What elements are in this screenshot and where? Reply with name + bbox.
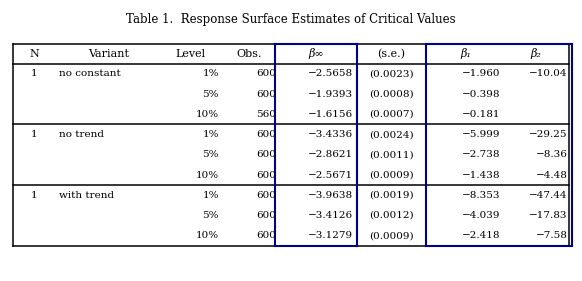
Text: 1: 1: [31, 191, 38, 200]
Text: 1: 1: [31, 69, 38, 78]
Text: 600: 600: [256, 130, 276, 139]
Text: 10%: 10%: [196, 231, 219, 240]
Text: 560: 560: [256, 110, 276, 119]
Text: 5%: 5%: [203, 211, 219, 220]
Text: no trend: no trend: [59, 130, 104, 139]
Text: −47.44: −47.44: [529, 191, 567, 200]
Text: 1: 1: [31, 130, 38, 139]
Text: −1.438: −1.438: [462, 171, 501, 180]
Text: −2.5658: −2.5658: [308, 69, 353, 78]
Text: −1.9393: −1.9393: [308, 90, 353, 99]
Text: 600: 600: [256, 150, 276, 159]
Text: −4.039: −4.039: [462, 211, 501, 220]
Text: −3.9638: −3.9638: [308, 191, 353, 200]
Text: −5.999: −5.999: [462, 130, 501, 139]
Text: Level: Level: [175, 49, 205, 59]
Text: 5%: 5%: [203, 90, 219, 99]
Text: (0.0011): (0.0011): [369, 150, 414, 159]
Text: Table 1.  Response Surface Estimates of Critical Values: Table 1. Response Surface Estimates of C…: [126, 13, 456, 26]
Text: Variant: Variant: [88, 49, 129, 59]
Text: N: N: [30, 49, 40, 59]
Text: −3.1279: −3.1279: [308, 231, 353, 240]
Text: (0.0023): (0.0023): [369, 69, 414, 78]
Text: no constant: no constant: [59, 69, 121, 78]
Text: 600: 600: [256, 90, 276, 99]
Text: β∞: β∞: [308, 48, 324, 59]
Text: −29.25: −29.25: [529, 130, 567, 139]
Text: (0.0008): (0.0008): [369, 90, 414, 99]
Text: −0.398: −0.398: [462, 90, 501, 99]
Text: β₁: β₁: [460, 48, 471, 59]
Text: 1%: 1%: [203, 69, 219, 78]
Text: −2.5671: −2.5671: [308, 171, 353, 180]
Text: −8.36: −8.36: [535, 150, 567, 159]
Text: −2.418: −2.418: [462, 231, 501, 240]
Text: (0.0009): (0.0009): [369, 171, 414, 180]
Text: −1.960: −1.960: [462, 69, 501, 78]
Text: −3.4336: −3.4336: [308, 130, 353, 139]
Text: with trend: with trend: [59, 191, 115, 200]
Text: 1%: 1%: [203, 191, 219, 200]
Text: −10.04: −10.04: [529, 69, 567, 78]
Text: 10%: 10%: [196, 171, 219, 180]
Text: −2.738: −2.738: [462, 150, 501, 159]
Text: −7.58: −7.58: [535, 231, 567, 240]
Text: β₂: β₂: [530, 48, 541, 59]
Text: 600: 600: [256, 69, 276, 78]
Text: (s.e.): (s.e.): [378, 49, 406, 59]
Text: 600: 600: [256, 211, 276, 220]
Text: (0.0009): (0.0009): [369, 231, 414, 240]
Text: −4.48: −4.48: [535, 171, 567, 180]
Text: (0.0019): (0.0019): [369, 191, 414, 200]
Text: −1.6156: −1.6156: [308, 110, 353, 119]
Text: 5%: 5%: [203, 150, 219, 159]
Text: −0.181: −0.181: [462, 110, 501, 119]
Text: −3.4126: −3.4126: [308, 211, 353, 220]
Text: 600: 600: [256, 231, 276, 240]
Text: (0.0024): (0.0024): [369, 130, 414, 139]
Text: −17.83: −17.83: [529, 211, 567, 220]
Text: Obs.: Obs.: [236, 49, 262, 59]
Text: 600: 600: [256, 191, 276, 200]
Text: (0.0012): (0.0012): [369, 211, 414, 220]
Text: 600: 600: [256, 171, 276, 180]
Text: 1%: 1%: [203, 130, 219, 139]
Text: −8.353: −8.353: [462, 191, 501, 200]
Text: 10%: 10%: [196, 110, 219, 119]
Text: −2.8621: −2.8621: [308, 150, 353, 159]
Text: (0.0007): (0.0007): [369, 110, 414, 119]
